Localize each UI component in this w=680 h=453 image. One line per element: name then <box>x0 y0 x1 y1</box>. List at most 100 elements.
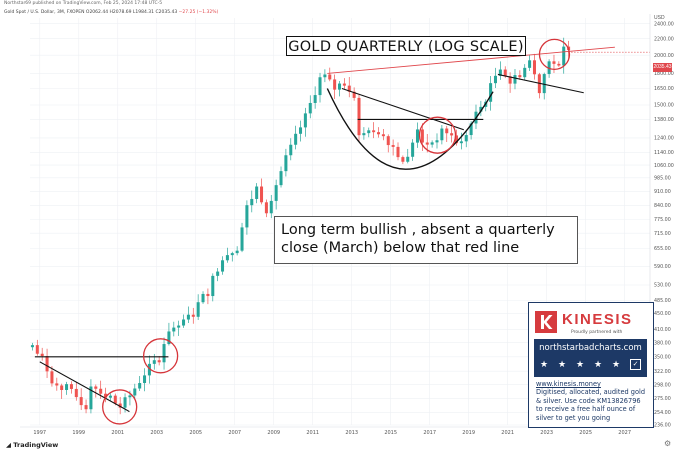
candle-up <box>225 255 229 261</box>
candle-up <box>464 135 468 142</box>
candle-down <box>104 393 108 398</box>
y-tick-label: 2400.00 <box>654 21 674 27</box>
candle-down <box>84 405 88 410</box>
kinesis-brand: KINESIS <box>562 311 633 328</box>
time-axis: 1997 1999 2001 2003 2005 2007 2009 2011 2013 2015… <box>20 426 650 436</box>
candle-up <box>235 250 239 254</box>
candle-down <box>35 345 39 354</box>
candle-up <box>489 83 493 102</box>
candle-up <box>430 142 434 145</box>
candle-up <box>308 102 312 114</box>
y-tick-label: 298.00 <box>654 382 671 388</box>
black-trendline <box>497 73 584 94</box>
candle-down <box>264 202 268 214</box>
candle-down <box>260 186 264 203</box>
y-tick-label: 775.00 <box>654 217 671 223</box>
currency-label: USD <box>654 15 665 21</box>
northstar-link[interactable]: northstarbadcharts.com <box>539 343 642 353</box>
candle-up <box>30 345 34 348</box>
y-tick-label: 1240.00 <box>654 136 674 142</box>
promo-line-5: silver to get you going <box>536 413 611 422</box>
candle-down <box>347 85 351 92</box>
cup-arc <box>326 88 494 170</box>
kinesis-band: northstarbadcharts.com ★ ★ ★ ★ ★ ✓ <box>534 339 647 377</box>
candle-up <box>172 327 176 332</box>
candle-up <box>211 275 215 297</box>
candle-up <box>498 69 502 76</box>
y-tick-label: 1060.00 <box>654 163 674 169</box>
candle-up <box>367 130 371 134</box>
candle-up <box>323 74 327 78</box>
candle-up <box>493 75 497 84</box>
kinesis-link[interactable]: www.kinesis.money <box>536 380 601 388</box>
y-tick-label: 275.00 <box>654 396 671 402</box>
x-tick-label: 2027 <box>618 430 631 436</box>
annotation-line-2: close (March) below that red line <box>281 240 520 256</box>
candle-down <box>357 97 361 136</box>
candle-up <box>362 133 366 136</box>
candle-down <box>118 403 122 408</box>
candle-up <box>406 156 410 162</box>
kinesis-tagline: Proudly partnered with <box>571 330 623 335</box>
candle-down <box>352 91 356 98</box>
candle-down <box>50 371 54 384</box>
highlight-circle <box>142 338 179 374</box>
x-tick-label: 2011 <box>306 430 319 436</box>
publish-info: Northstar69 published on TradingView.com… <box>4 1 163 6</box>
y-tick-label: 485.00 <box>654 298 671 304</box>
candle-down <box>342 83 346 86</box>
price-axis: 2400.00 2200.00 2000.00 1800.00 1650.00 1500.… <box>649 14 674 429</box>
candle-up <box>123 397 127 408</box>
candle-down <box>45 356 49 372</box>
candle-down <box>425 142 429 145</box>
y-tick-label: 2000.00 <box>654 53 674 59</box>
candle-down <box>372 130 376 133</box>
y-tick-label: 715.00 <box>654 231 671 237</box>
red-support-line <box>327 46 615 74</box>
candle-down <box>503 69 507 77</box>
y-tick-label: 840.00 <box>654 203 671 209</box>
candle-down <box>69 384 73 389</box>
candle-down <box>401 157 405 162</box>
x-tick-label: 2015 <box>384 430 397 436</box>
last-price-tag: 2035.43 <box>653 63 672 72</box>
star-icon: ★ <box>594 359 603 369</box>
x-tick-label: 2019 <box>462 430 475 436</box>
candle-up <box>299 127 303 134</box>
candle-down <box>386 136 390 146</box>
rating-stars: ★ ★ ★ ★ ★ ✓ <box>540 359 641 370</box>
y-tick-label: 590.00 <box>654 264 671 270</box>
kinesis-logo-icon <box>535 311 557 333</box>
kinesis-ad[interactable]: KINESIS Proudly partnered with northstar… <box>528 302 654 428</box>
candle-down <box>552 61 556 64</box>
candle-up <box>196 302 200 317</box>
candle-down <box>532 60 536 75</box>
candle-up <box>284 155 288 172</box>
candle-down <box>333 79 337 90</box>
symbol-name: Gold Spot / U.S. Dollar, 3M, FXOPEN <box>4 10 85 15</box>
candle-up <box>547 61 551 75</box>
candle-down <box>518 75 522 78</box>
candle-down <box>60 385 64 391</box>
gear-icon[interactable]: ⚙ <box>664 439 672 448</box>
x-tick-label: 2013 <box>345 430 358 436</box>
candle-up <box>143 375 147 384</box>
candle-down <box>420 129 424 143</box>
candle-up <box>274 185 278 201</box>
candles <box>30 37 571 415</box>
y-tick-label: 910.00 <box>654 189 671 195</box>
candle-down <box>40 353 44 357</box>
candle-down <box>94 386 98 389</box>
x-tick-label: 2005 <box>189 430 202 436</box>
y-tick-label: 1380.00 <box>654 117 674 123</box>
candle-up <box>528 60 532 68</box>
candle-down <box>376 132 381 135</box>
promo-line-2: Digitised, allocated, audited gold <box>536 388 646 397</box>
highlight-circle <box>418 116 457 154</box>
candle-down <box>206 293 210 297</box>
candle-up <box>435 140 439 143</box>
candle-down <box>450 133 454 136</box>
candle-up <box>230 253 234 256</box>
candle-up <box>128 395 132 398</box>
candle-up <box>108 395 112 398</box>
